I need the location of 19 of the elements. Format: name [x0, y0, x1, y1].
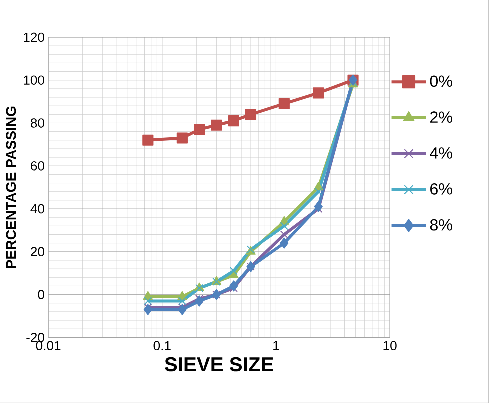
y-tick-label: 40	[30, 204, 44, 214]
x-axis-title: SIEVE SIZE	[165, 357, 274, 372]
legend-label: 0%	[430, 76, 452, 87]
legend-label: 8%	[430, 219, 452, 231]
y-tick-label: 0	[38, 290, 44, 300]
legend-label: 4%	[430, 147, 452, 159]
y-tick-label: 100	[24, 76, 44, 85]
y-axis-title: PERCENTAGE PASSING	[6, 106, 16, 268]
legend-label: 6%	[430, 183, 452, 195]
y-tick-label: 60	[31, 161, 44, 171]
x-tick-label: 0.1	[154, 341, 171, 350]
x-tick-label: 10	[384, 341, 397, 350]
y-tick-label: 80	[31, 118, 44, 128]
y-tick-label: -20	[26, 332, 44, 342]
legend-label: 2%	[430, 111, 452, 123]
y-tick-label: 120	[24, 32, 44, 42]
x-tick-label: 0.01	[36, 341, 61, 350]
x-tick-label: 1	[274, 341, 280, 350]
y-tick-label: 20	[31, 247, 44, 256]
